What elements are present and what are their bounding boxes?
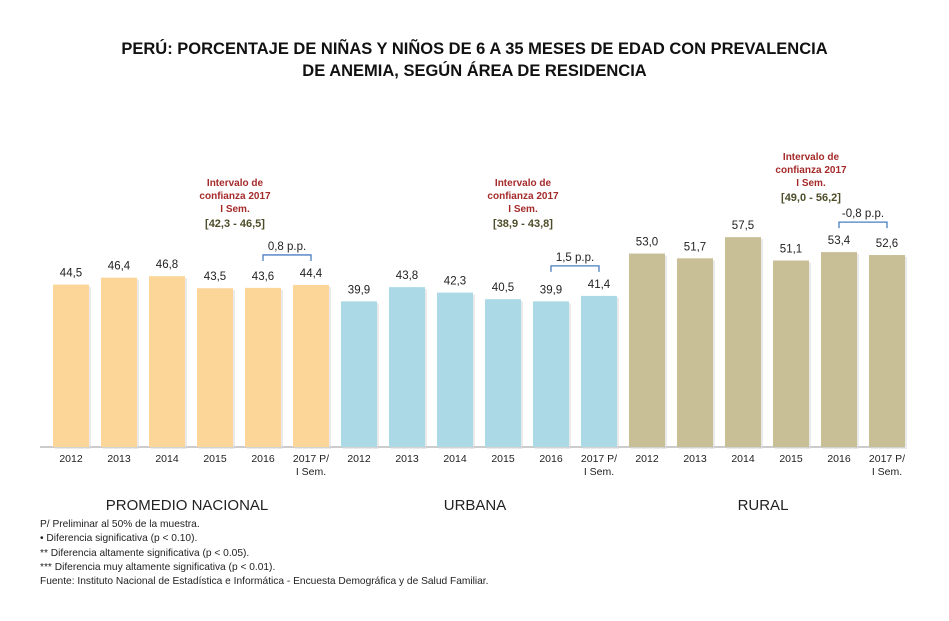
bar <box>869 255 905 447</box>
data-label: 44,5 <box>60 268 82 280</box>
ci-annotation: Intervalo de <box>495 178 552 189</box>
bar <box>197 288 233 447</box>
tick-label: 2012 <box>347 453 371 465</box>
tick-label: 2015 <box>203 453 227 465</box>
data-label: 39,9 <box>348 284 370 296</box>
data-label: 39,9 <box>540 284 562 296</box>
ci-range: [49,0 - 56,2] <box>781 192 841 204</box>
data-label: 52,6 <box>876 238 898 250</box>
ci-annotation: confianza 2017 <box>487 191 559 202</box>
difference-label: 1,5 p.p. <box>556 252 594 264</box>
chart-title: PERÚ: PORCENTAJE DE NIÑAS Y NIÑOS DE 6 A… <box>0 38 949 82</box>
data-label: 53,4 <box>828 235 851 247</box>
bar <box>533 301 569 447</box>
tick-label: 2017 P/ <box>581 453 617 465</box>
difference-bracket <box>838 221 888 229</box>
data-label: 42,3 <box>444 276 466 288</box>
data-label: 46,8 <box>156 259 178 271</box>
bar <box>773 260 809 447</box>
tick-label: 2013 <box>683 453 707 465</box>
tick-label: 2016 <box>539 453 563 465</box>
bar-chart: 44,5 2012 46,4 2013 46,8 2014 43,5 2015 43,6 2016… <box>40 152 907 514</box>
ci-range: [42,3 - 46,5] <box>205 218 265 230</box>
bar <box>245 287 281 447</box>
ci-annotation: Intervalo de <box>207 178 264 189</box>
ci-annotation: confianza 2017 <box>199 191 271 202</box>
ci-annotation: I Sem. <box>508 204 538 215</box>
data-label: 44,4 <box>300 268 323 280</box>
note-preliminary: P/ Preliminar al 50% de la muestra. <box>40 519 200 530</box>
tick-label: 2014 <box>443 453 467 465</box>
bar <box>725 237 761 447</box>
tick-label: I Sem. <box>296 466 326 478</box>
tick-label: 2015 <box>779 453 803 465</box>
note-very-highly-significant: *** Diferencia muy altamente significati… <box>40 561 276 573</box>
note-highly-significant: ** Diferencia altamente significativa (p… <box>40 547 250 559</box>
group-label: PROMEDIO NACIONAL <box>106 497 269 514</box>
note-source: Fuente: Instituto Nacional de Estadístic… <box>40 576 489 588</box>
difference-label: -0,8 p.p. <box>842 208 884 220</box>
tick-label: 2017 P/ <box>869 453 905 465</box>
tick-label: 2015 <box>491 453 515 465</box>
bar <box>629 253 665 447</box>
difference-bracket <box>262 254 312 261</box>
bar <box>53 284 89 447</box>
data-label: 43,5 <box>204 271 226 283</box>
data-label: 40,5 <box>492 282 514 294</box>
bar <box>101 277 137 447</box>
tick-label: 2016 <box>251 453 275 465</box>
data-label: 51,7 <box>684 241 706 253</box>
difference-label: 0,8 p.p. <box>268 241 306 253</box>
tick-label: 2014 <box>731 453 755 465</box>
group-label: RURAL <box>738 497 789 514</box>
ci-annotation: confianza 2017 <box>775 165 847 176</box>
chart-title-line-2: DE ANEMIA, SEGÚN ÁREA DE RESIDENCIA <box>302 62 647 80</box>
bar <box>149 276 185 447</box>
data-label: 51,1 <box>780 243 802 255</box>
footnotes: P/ Preliminar al 50% de la muestra. • Di… <box>40 518 488 589</box>
tick-label: 2013 <box>107 453 131 465</box>
tick-label: 2012 <box>59 453 83 465</box>
bar <box>437 292 473 447</box>
data-label: 46,4 <box>108 261 131 273</box>
ci-range: [38,9 - 43,8] <box>493 218 553 230</box>
chart-title-line-1: PERÚ: PORCENTAJE DE NIÑAS Y NIÑOS DE 6 A… <box>121 40 828 58</box>
tick-label: I Sem. <box>584 466 614 478</box>
tick-label: 2012 <box>635 453 659 465</box>
bar <box>485 299 521 447</box>
tick-label: 2016 <box>827 453 851 465</box>
data-label: 53,0 <box>636 237 658 249</box>
data-label: 43,6 <box>252 271 274 283</box>
data-label: 41,4 <box>588 279 611 291</box>
ci-annotation: I Sem. <box>796 178 826 189</box>
ci-annotation: I Sem. <box>220 204 250 215</box>
bar <box>581 295 617 447</box>
tick-label: 2013 <box>395 453 419 465</box>
bar <box>821 252 857 447</box>
ci-annotation: Intervalo de <box>783 152 840 163</box>
tick-label: 2017 P/ <box>293 453 329 465</box>
data-label: 57,5 <box>732 220 754 232</box>
bar <box>293 284 329 447</box>
bar <box>389 287 425 447</box>
tick-label: I Sem. <box>872 466 902 478</box>
bar <box>341 301 377 447</box>
tick-label: 2014 <box>155 453 179 465</box>
data-label: 43,8 <box>396 270 418 282</box>
bar <box>677 258 713 447</box>
group-label: URBANA <box>444 497 507 514</box>
difference-bracket <box>550 265 600 272</box>
note-significant: • Diferencia significativa (p < 0.10). <box>40 533 198 545</box>
